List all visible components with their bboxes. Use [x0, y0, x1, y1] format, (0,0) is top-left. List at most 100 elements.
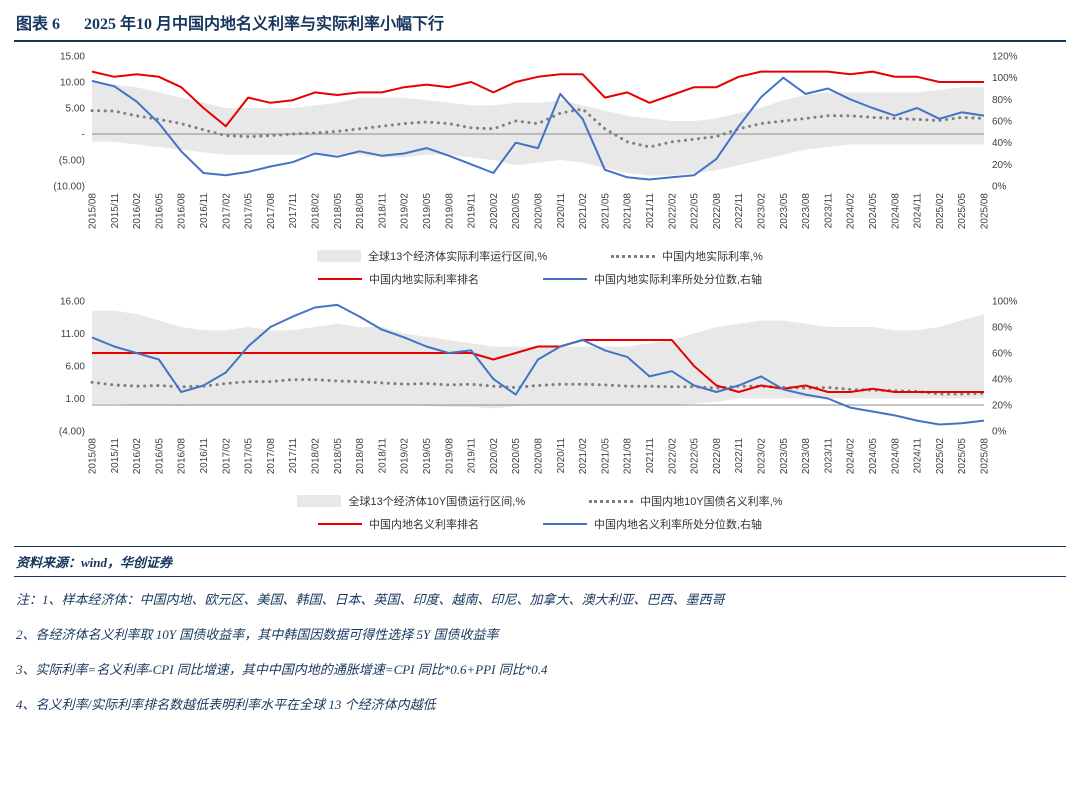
- legend-label: 中国内地名义利率所处分位数,右轴: [593, 519, 763, 531]
- svg-text:0%: 0%: [992, 427, 1007, 438]
- svg-text:2021/08: 2021/08: [623, 438, 634, 475]
- legend-row: 全球13个经济体10Y国债运行区间,% 中国内地10Y国债名义利率,%: [14, 493, 1066, 509]
- svg-text:2015/11: 2015/11: [110, 438, 121, 474]
- footnote: 2、各经济体名义利率取 10Y 国债收益率，其中韩国因数据可得性选择 5Y 国债…: [16, 627, 499, 642]
- footnote: 4、名义利率/实际利率排名数越低表明利率水平在全球 13 个经济体内越低: [16, 697, 436, 712]
- svg-text:2022/05: 2022/05: [690, 438, 701, 475]
- svg-text:2018/05: 2018/05: [333, 438, 344, 475]
- svg-text:15.00: 15.00: [60, 52, 85, 63]
- svg-text:2019/05: 2019/05: [422, 438, 433, 475]
- svg-text:2017/05: 2017/05: [244, 438, 255, 475]
- svg-text:2019/02: 2019/02: [400, 438, 411, 475]
- nominal-rate-legend: 全球13个经济体10Y国债运行区间,% 中国内地10Y国债名义利率,% 中国内地…: [14, 493, 1066, 532]
- legend-row: 中国内地实际利率排名 中国内地实际利率所处分位数,右轴: [14, 271, 1066, 287]
- blue-line-swatch-icon: [542, 278, 587, 280]
- legend-label: 中国内地名义利率排名: [368, 519, 479, 531]
- svg-text:2023/02: 2023/02: [757, 193, 768, 230]
- svg-text:2022/02: 2022/02: [667, 193, 678, 230]
- svg-text:2016/08: 2016/08: [177, 193, 188, 230]
- svg-text:2015/11: 2015/11: [110, 193, 121, 229]
- svg-text:2017/08: 2017/08: [266, 193, 277, 230]
- svg-text:2017/02: 2017/02: [221, 193, 232, 230]
- svg-text:60%: 60%: [992, 117, 1012, 128]
- legend-item-dotted: 中国内地10Y国债名义利率,%: [589, 493, 783, 509]
- footnote: 3、实际利率=名义利率-CPI 同比增速，其中中国内地的通胀增速=CPI 同比*…: [16, 662, 548, 677]
- svg-text:2017/08: 2017/08: [266, 438, 277, 475]
- svg-text:2024/11: 2024/11: [913, 438, 924, 474]
- svg-text:2024/02: 2024/02: [846, 438, 857, 475]
- svg-text:2017/05: 2017/05: [244, 193, 255, 230]
- svg-text:2025/02: 2025/02: [935, 193, 946, 230]
- svg-text:2020/05: 2020/05: [511, 193, 522, 230]
- svg-text:80%: 80%: [992, 323, 1012, 334]
- svg-text:2024/05: 2024/05: [868, 438, 879, 475]
- legend-label: 中国内地实际利率排名: [368, 274, 479, 286]
- svg-text:2023/08: 2023/08: [801, 193, 812, 230]
- svg-text:20%: 20%: [992, 160, 1012, 171]
- svg-text:2016/05: 2016/05: [154, 438, 165, 475]
- svg-text:2018/11: 2018/11: [377, 193, 388, 229]
- source-line: 资料来源：wind，华创证券: [14, 546, 1066, 577]
- figure-title-text: 2025 年10 月中国内地名义利率与实际利率小幅下行: [84, 16, 445, 33]
- svg-text:2024/08: 2024/08: [890, 193, 901, 230]
- svg-text:5.00: 5.00: [66, 104, 86, 115]
- svg-text:2018/11: 2018/11: [377, 438, 388, 474]
- svg-text:2022/02: 2022/02: [667, 438, 678, 475]
- svg-text:2020/05: 2020/05: [511, 438, 522, 475]
- svg-text:2020/08: 2020/08: [534, 193, 545, 230]
- svg-text:2022/08: 2022/08: [712, 193, 723, 230]
- svg-text:2025/05: 2025/05: [957, 193, 968, 230]
- svg-text:60%: 60%: [992, 349, 1012, 360]
- svg-text:2022/11: 2022/11: [734, 193, 745, 229]
- svg-text:2018/02: 2018/02: [311, 438, 322, 475]
- svg-text:2016/02: 2016/02: [132, 438, 143, 475]
- real-rate-chart-block: 15.00 10.00 5.00 - (5.00) (10.00) 120% 100% 80% 6…: [14, 50, 1066, 287]
- source-text: 资料来源：wind，华创证券: [16, 555, 173, 570]
- svg-text:2022/11: 2022/11: [734, 438, 745, 474]
- svg-text:2023/05: 2023/05: [779, 193, 790, 230]
- legend-item-band: 全球13个经济体实际利率运行区间,%: [317, 248, 547, 264]
- svg-text:20%: 20%: [992, 401, 1012, 412]
- svg-text:2023/08: 2023/08: [801, 438, 812, 475]
- svg-text:2019/11: 2019/11: [467, 438, 478, 474]
- svg-text:2016/11: 2016/11: [199, 438, 210, 474]
- svg-text:2020/02: 2020/02: [489, 193, 500, 230]
- real-rate-legend: 全球13个经济体实际利率运行区间,% 中国内地实际利率,% 中国内地实际利率排名…: [14, 248, 1066, 287]
- legend-row: 全球13个经济体实际利率运行区间,% 中国内地实际利率,%: [14, 248, 1066, 264]
- svg-text:100%: 100%: [992, 297, 1018, 308]
- svg-text:2017/02: 2017/02: [221, 438, 232, 475]
- svg-text:2021/02: 2021/02: [578, 438, 589, 475]
- svg-text:2025/05: 2025/05: [957, 438, 968, 475]
- svg-text:2019/05: 2019/05: [422, 193, 433, 230]
- legend-item-red-line: 中国内地名义利率排名: [317, 516, 479, 532]
- svg-text:120%: 120%: [992, 52, 1018, 63]
- svg-text:2023/05: 2023/05: [779, 438, 790, 475]
- svg-text:2024/02: 2024/02: [846, 193, 857, 230]
- legend-label: 中国内地实际利率所处分位数,右轴: [593, 274, 763, 286]
- svg-text:2024/11: 2024/11: [913, 193, 924, 229]
- svg-text:2025/02: 2025/02: [935, 438, 946, 475]
- red-line-swatch-icon: [317, 278, 362, 280]
- legend-label: 全球13个经济体实际利率运行区间,%: [368, 251, 548, 263]
- svg-text:2020/11: 2020/11: [556, 438, 567, 474]
- svg-text:2016/08: 2016/08: [177, 438, 188, 475]
- svg-text:2025/08: 2025/08: [980, 193, 991, 230]
- red-line-swatch-icon: [317, 523, 362, 525]
- svg-text:2018/08: 2018/08: [355, 438, 366, 475]
- real-rate-chart: 15.00 10.00 5.00 - (5.00) (10.00) 120% 100% 80% 6…: [53, 52, 1018, 230]
- svg-text:2020/08: 2020/08: [534, 438, 545, 475]
- legend-label: 全球13个经济体10Y国债运行区间,%: [348, 496, 526, 508]
- svg-text:2019/02: 2019/02: [400, 193, 411, 230]
- legend-item-blue-line: 中国内地名义利率所处分位数,右轴: [542, 516, 763, 532]
- svg-text:2016/11: 2016/11: [199, 193, 210, 229]
- dotted-line-swatch-icon: [611, 254, 656, 258]
- svg-text:2021/08: 2021/08: [623, 193, 634, 230]
- svg-text:2024/05: 2024/05: [868, 193, 879, 230]
- svg-text:2023/11: 2023/11: [823, 438, 834, 474]
- svg-text:2020/02: 2020/02: [489, 438, 500, 475]
- svg-text:2019/08: 2019/08: [444, 193, 455, 230]
- footnotes: 注：1、样本经济体：中国内地、欧元区、美国、韩国、日本、英国、印度、越南、印尼、…: [14, 577, 1066, 713]
- svg-text:2021/05: 2021/05: [600, 438, 611, 475]
- svg-text:2024/08: 2024/08: [890, 438, 901, 475]
- legend-item-band: 全球13个经济体10Y国债运行区间,%: [297, 493, 525, 509]
